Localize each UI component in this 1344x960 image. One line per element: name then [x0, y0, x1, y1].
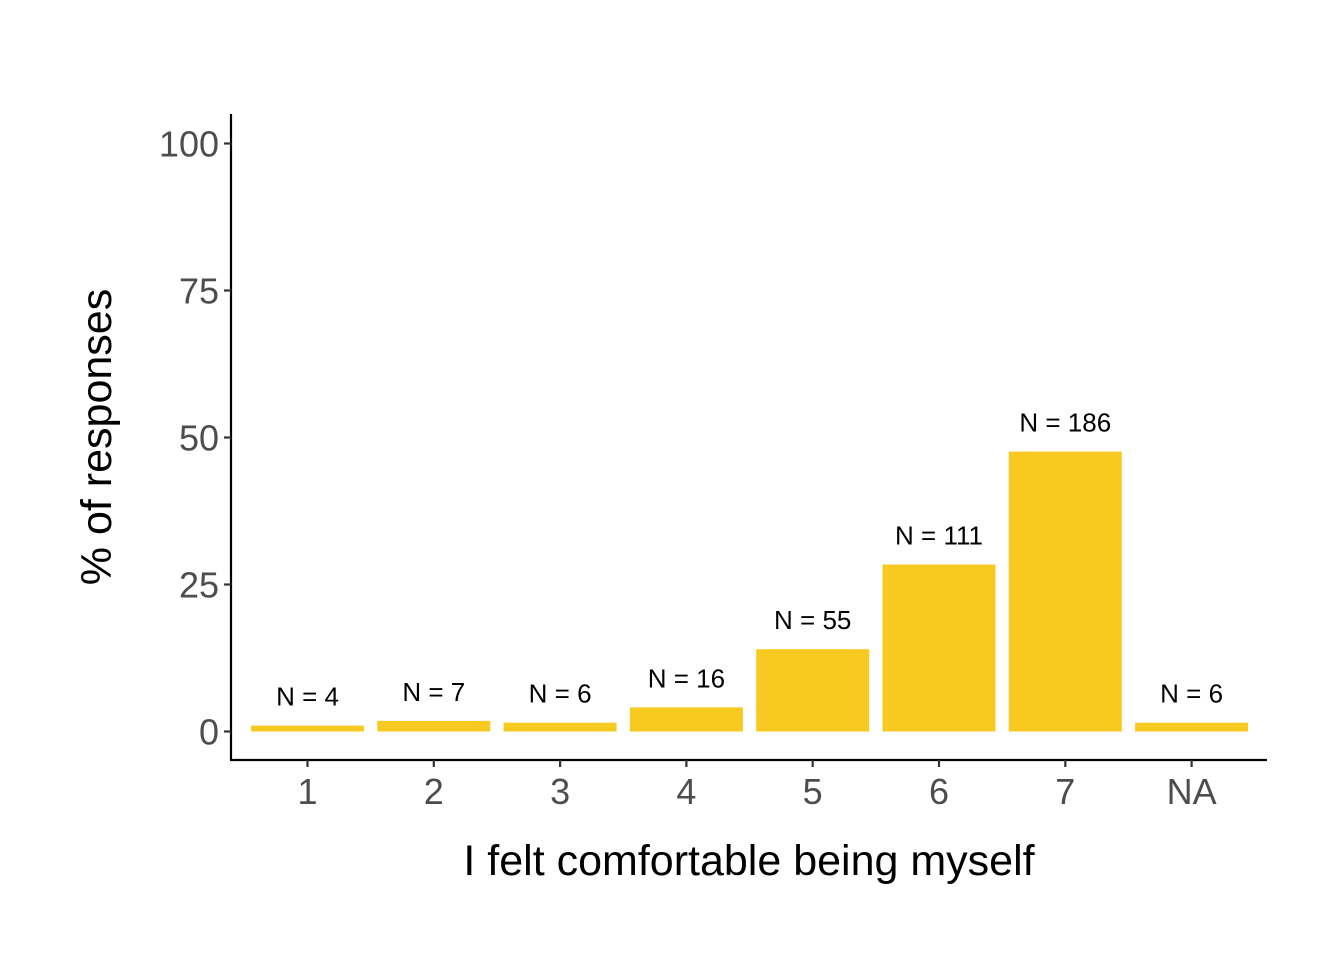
x-tick-label-3: 3	[550, 771, 570, 812]
x-tick-label-6: 6	[929, 771, 949, 812]
y-axis-title: % of responses	[73, 289, 121, 585]
x-axis: 1 2 3 4 5 6 7 NA	[230, 758, 1267, 812]
data-label-1: N = 4	[276, 682, 339, 712]
bar-3	[503, 722, 617, 732]
data-label-na: N = 6	[1160, 679, 1223, 709]
x-tick-label-4: 4	[676, 771, 696, 812]
data-labels-group: N = 4 N = 7 N = 6 N = 16 N = 55 N = 111 N = 18…	[276, 408, 1223, 712]
data-label-7: N = 186	[1019, 408, 1111, 438]
y-tick-label-50: 50	[179, 418, 219, 459]
bars-group	[251, 451, 1249, 732]
x-tick-label-1: 1	[297, 771, 317, 812]
x-tick-label-na: NA	[1167, 771, 1217, 812]
bar-5	[756, 649, 870, 732]
y-axis: 0 25 50 75 100	[159, 114, 233, 760]
y-ticks-group: 0 25 50 75 100	[159, 124, 231, 753]
x-ticks-group: 1 2 3 4 5 6 7 NA	[297, 760, 1217, 812]
data-label-2: N = 7	[402, 677, 465, 707]
data-label-6: N = 111	[895, 521, 983, 551]
y-tick-label-25: 25	[179, 565, 219, 606]
y-tick-label-100: 100	[159, 124, 219, 165]
bar-7	[1008, 451, 1122, 732]
x-tick-label-2: 2	[424, 771, 444, 812]
bar-2	[377, 720, 491, 732]
bar-6	[882, 564, 996, 732]
bar-4	[629, 707, 743, 732]
bar-1	[251, 725, 364, 732]
x-axis-title: I felt comfortable being myself	[463, 837, 1035, 885]
data-label-5: N = 55	[774, 605, 851, 635]
x-tick-label-5: 5	[803, 771, 823, 812]
y-tick-label-0: 0	[199, 712, 219, 753]
data-label-4: N = 16	[648, 663, 725, 693]
x-tick-label-7: 7	[1055, 771, 1075, 812]
bar-na	[1135, 722, 1249, 732]
data-label-3: N = 6	[529, 679, 592, 709]
y-tick-label-75: 75	[179, 271, 219, 312]
